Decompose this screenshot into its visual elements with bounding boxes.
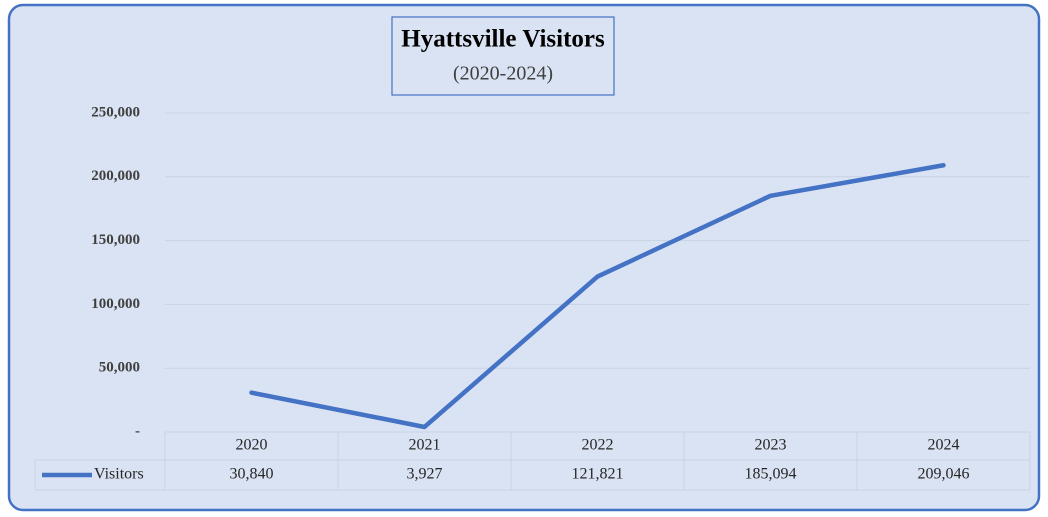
legend-label: Visitors [94, 466, 144, 483]
data-table-value: 3,927 [407, 466, 443, 483]
series-line [249, 163, 946, 430]
data-table-value: 209,046 [918, 466, 970, 483]
chart-title: Hyattsville Visitors [401, 26, 605, 53]
data-table-value: 185,094 [745, 466, 797, 483]
x-tick-label: 2022 [582, 437, 614, 454]
y-tick-label: 100,000 [91, 296, 140, 312]
chart-subtitle: (2020-2024) [453, 63, 553, 85]
y-tick-label: 50,000 [99, 360, 140, 376]
title-box [391, 16, 615, 96]
y-tick-label: - [135, 423, 140, 439]
x-tick-label: 2024 [928, 437, 960, 454]
x-tick-label: 2020 [236, 437, 268, 454]
y-tick-label: 150,000 [91, 232, 140, 248]
chart-frame [7, 3, 1041, 512]
data-table-value: 30,840 [230, 466, 274, 483]
y-tick-label: 200,000 [91, 168, 140, 184]
data-table-value: 121,821 [572, 466, 624, 483]
x-tick-label: 2023 [755, 437, 787, 454]
y-tick-label: 250,000 [91, 104, 140, 120]
x-tick-label: 2021 [409, 437, 441, 454]
